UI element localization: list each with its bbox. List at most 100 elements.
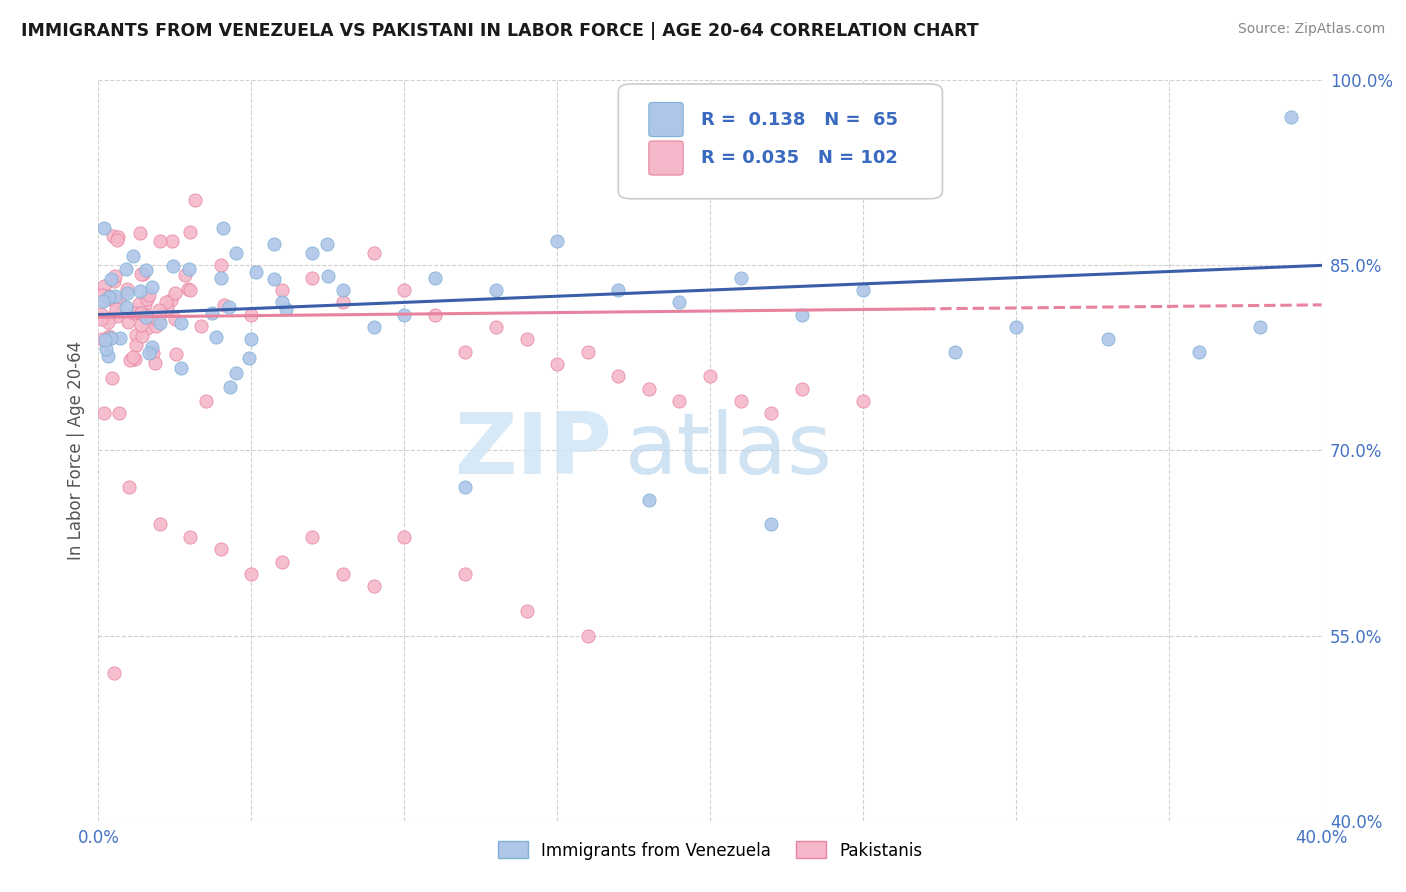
Point <box>129 267 152 281</box>
Point <box>91 287 114 301</box>
Point <box>146 312 169 326</box>
Point <box>392 530 416 544</box>
Point <box>301 530 323 544</box>
Point <box>124 327 146 342</box>
Point <box>214 298 236 312</box>
Point <box>90 311 112 326</box>
Point <box>177 262 200 277</box>
Text: atlas: atlas <box>624 409 832 492</box>
Point <box>263 237 285 252</box>
Point <box>607 369 630 384</box>
Legend: Immigrants from Venezuela, Pakistanis: Immigrants from Venezuela, Pakistanis <box>489 833 931 868</box>
Point <box>516 604 538 618</box>
Point <box>135 308 157 322</box>
Point <box>852 283 875 297</box>
Point <box>423 308 446 322</box>
Point <box>115 262 138 277</box>
Point <box>225 366 247 380</box>
Point <box>138 346 160 360</box>
Point <box>301 270 323 285</box>
Point <box>1004 320 1026 334</box>
Point <box>184 193 207 207</box>
Point <box>149 234 172 248</box>
Point <box>219 380 242 394</box>
Point <box>97 350 120 364</box>
Point <box>454 480 477 494</box>
Point <box>316 268 339 283</box>
Point <box>179 225 201 239</box>
Point <box>97 331 120 345</box>
Point <box>103 665 125 680</box>
Point <box>790 382 813 396</box>
Point <box>1188 344 1211 359</box>
Point <box>392 283 416 297</box>
Point <box>156 301 179 315</box>
Point <box>97 290 120 304</box>
Point <box>91 332 114 346</box>
Point <box>131 328 153 343</box>
Point <box>211 221 233 235</box>
Point <box>93 333 115 347</box>
Point <box>170 316 193 330</box>
Point <box>173 268 195 282</box>
Point <box>163 286 186 301</box>
Point <box>149 317 172 331</box>
Point <box>315 236 337 251</box>
Point <box>107 229 129 244</box>
Point <box>218 300 240 314</box>
Point <box>149 517 172 532</box>
Point <box>142 346 165 360</box>
Point <box>209 270 232 285</box>
Point <box>209 259 232 273</box>
Point <box>238 351 260 365</box>
Point <box>332 283 354 297</box>
Text: IMMIGRANTS FROM VENEZUELA VS PAKISTANI IN LABOR FORCE | AGE 20-64 CORRELATION CH: IMMIGRANTS FROM VENEZUELA VS PAKISTANI I… <box>21 22 979 40</box>
Point <box>730 394 752 409</box>
Point <box>136 321 159 335</box>
Point <box>132 267 155 281</box>
Point <box>607 283 630 297</box>
Point <box>108 293 131 307</box>
Point <box>240 332 263 346</box>
Point <box>94 342 117 356</box>
Point <box>107 295 129 310</box>
Point <box>270 295 292 310</box>
Point <box>122 249 145 263</box>
FancyBboxPatch shape <box>648 141 683 175</box>
Text: Source: ZipAtlas.com: Source: ZipAtlas.com <box>1237 22 1385 37</box>
Point <box>363 579 385 593</box>
Point <box>115 282 138 296</box>
Point <box>852 394 875 409</box>
Point <box>117 315 139 329</box>
Point <box>115 286 138 301</box>
Point <box>135 310 157 325</box>
Point <box>141 340 163 354</box>
Point <box>546 234 568 248</box>
Point <box>105 309 128 323</box>
Point <box>454 566 477 581</box>
Point <box>177 282 200 296</box>
Point <box>91 294 114 309</box>
Point <box>148 313 170 327</box>
Point <box>637 382 661 396</box>
Point <box>301 246 323 260</box>
Point <box>943 344 966 359</box>
Point <box>179 530 201 544</box>
Point <box>107 294 129 309</box>
Point <box>129 227 152 241</box>
Point <box>155 294 177 309</box>
Point <box>129 284 152 298</box>
Point <box>516 332 538 346</box>
Point <box>110 331 132 345</box>
Point <box>240 308 263 322</box>
Point <box>179 283 201 297</box>
Point <box>97 315 120 329</box>
Point <box>790 308 813 322</box>
Point <box>114 301 136 315</box>
Point <box>105 233 128 247</box>
Point <box>162 259 184 273</box>
Point <box>103 228 125 243</box>
Point <box>730 270 752 285</box>
FancyBboxPatch shape <box>619 84 942 199</box>
Point <box>138 287 160 301</box>
